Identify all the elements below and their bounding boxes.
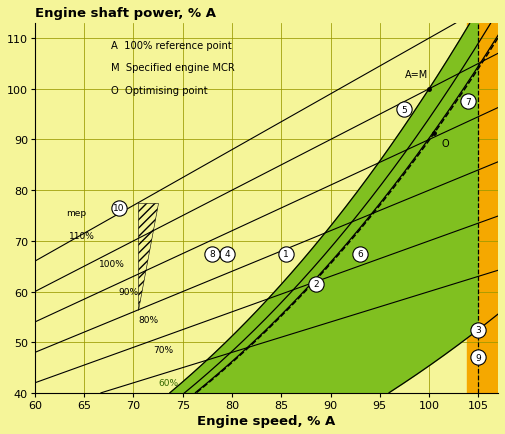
Text: 8: 8 bbox=[210, 250, 215, 258]
Text: 90%: 90% bbox=[119, 287, 139, 296]
Text: A=M: A=M bbox=[405, 69, 428, 79]
Text: 70%: 70% bbox=[153, 345, 173, 355]
Text: Engine shaft power, % A: Engine shaft power, % A bbox=[35, 7, 216, 20]
Text: 6: 6 bbox=[357, 250, 363, 258]
Text: 100%: 100% bbox=[99, 260, 125, 269]
Bar bbox=[467, 24, 498, 393]
X-axis label: Engine speed, % A: Engine speed, % A bbox=[197, 414, 336, 427]
Text: 80%: 80% bbox=[138, 315, 159, 324]
Text: 3: 3 bbox=[476, 326, 481, 334]
Text: 60%: 60% bbox=[158, 378, 178, 388]
Text: 10: 10 bbox=[113, 204, 124, 213]
Polygon shape bbox=[170, 24, 478, 393]
Text: A  100% reference point: A 100% reference point bbox=[111, 40, 232, 50]
Text: O: O bbox=[442, 139, 449, 149]
Text: mep: mep bbox=[67, 209, 86, 218]
Text: M  Specified engine MCR: M Specified engine MCR bbox=[111, 63, 235, 73]
Text: 110%: 110% bbox=[69, 232, 95, 241]
Text: 1: 1 bbox=[283, 250, 289, 258]
Text: 9: 9 bbox=[476, 353, 481, 362]
Text: 2: 2 bbox=[313, 280, 319, 289]
Text: 5: 5 bbox=[401, 105, 408, 114]
Text: 4: 4 bbox=[224, 250, 230, 258]
Text: O  Optimising point: O Optimising point bbox=[111, 86, 208, 96]
Text: 7: 7 bbox=[466, 98, 471, 107]
